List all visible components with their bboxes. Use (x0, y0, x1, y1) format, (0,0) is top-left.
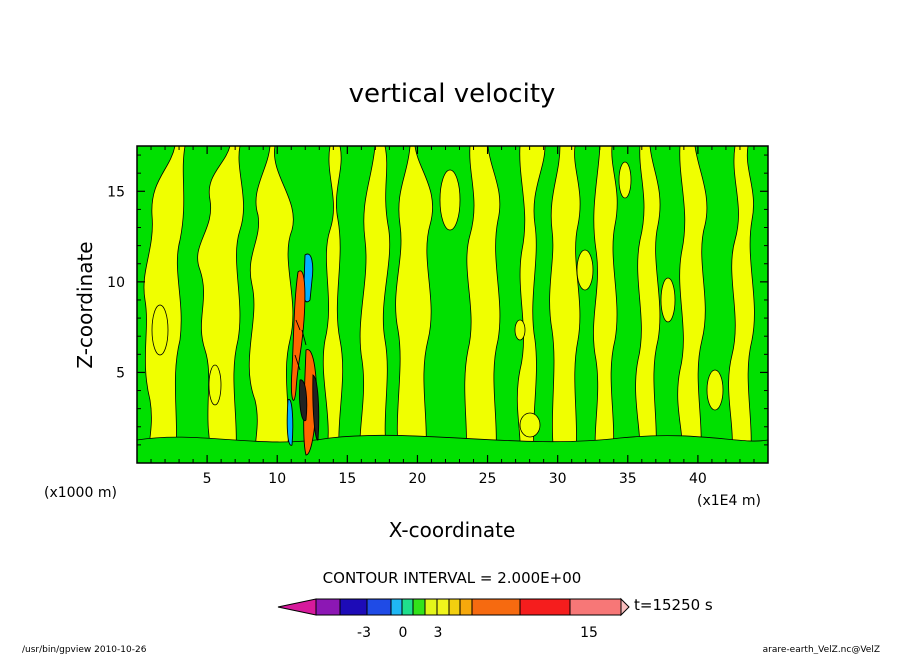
y-tick-label: 15 (107, 184, 125, 200)
footer-left: /usr/bin/gpview 2010-10-26 (22, 645, 147, 654)
colorbar-label: 0 (399, 625, 408, 641)
y-tick-label: 10 (107, 275, 125, 291)
chart-title: vertical velocity (349, 79, 556, 109)
x-axis-label: X-coordinate (389, 518, 516, 542)
x-unit-right: (x1E4 m) (697, 493, 761, 509)
x-tick-label: 15 (338, 471, 356, 487)
x-unit-left: (x1000 m) (44, 485, 117, 501)
y-axis-label: Z-coordinate (73, 241, 97, 368)
storm-core (286, 253, 320, 456)
colorbar-segment (424, 598, 438, 616)
plot-frame (136, 145, 769, 464)
colorbar: -3 0 3 15 (277, 597, 630, 641)
x-axis: 5 10 15 20 25 30 35 40 (150, 146, 755, 487)
colorbar-segment (436, 598, 450, 616)
x-tick-label: 10 (268, 471, 286, 487)
colorbar-segment (448, 598, 461, 616)
x-tick-label: 5 (203, 471, 212, 487)
x-tick-label: 20 (409, 471, 427, 487)
colorbar-segment (339, 598, 368, 616)
positive-velocity-islands (151, 161, 724, 438)
x-tick-label: 40 (689, 471, 707, 487)
colorbar-segment (471, 598, 521, 616)
x-tick-label: 35 (619, 471, 637, 487)
colorbar-label: 15 (580, 625, 598, 641)
colorbar-segment (519, 598, 571, 616)
colorbar-segment (390, 598, 403, 616)
colorbar-label: 3 (434, 625, 443, 641)
colorbar-segment (569, 598, 622, 616)
y-tick-label: 5 (116, 365, 125, 381)
colorbar-max-arrow (620, 597, 630, 617)
colorbar-segment (459, 598, 473, 616)
x-tick-label: 30 (549, 471, 567, 487)
colorbar-segment (401, 598, 414, 616)
y-axis: 5 10 15 (107, 154, 768, 446)
colorbar-segment (366, 598, 392, 616)
colorbar-segment (412, 598, 426, 616)
contour-interval-text: CONTOUR INTERVAL = 2.000E+00 (323, 569, 582, 587)
x-tick-label: 25 (479, 471, 497, 487)
colorbar-label: -3 (357, 625, 371, 641)
time-label: t=15250 s (634, 596, 713, 614)
colorbar-segment (315, 598, 341, 616)
colorbar-min-arrow (277, 598, 317, 616)
contour-field (137, 146, 768, 463)
footer-right: arare-earth_VelZ.nc@VelZ (763, 645, 880, 654)
